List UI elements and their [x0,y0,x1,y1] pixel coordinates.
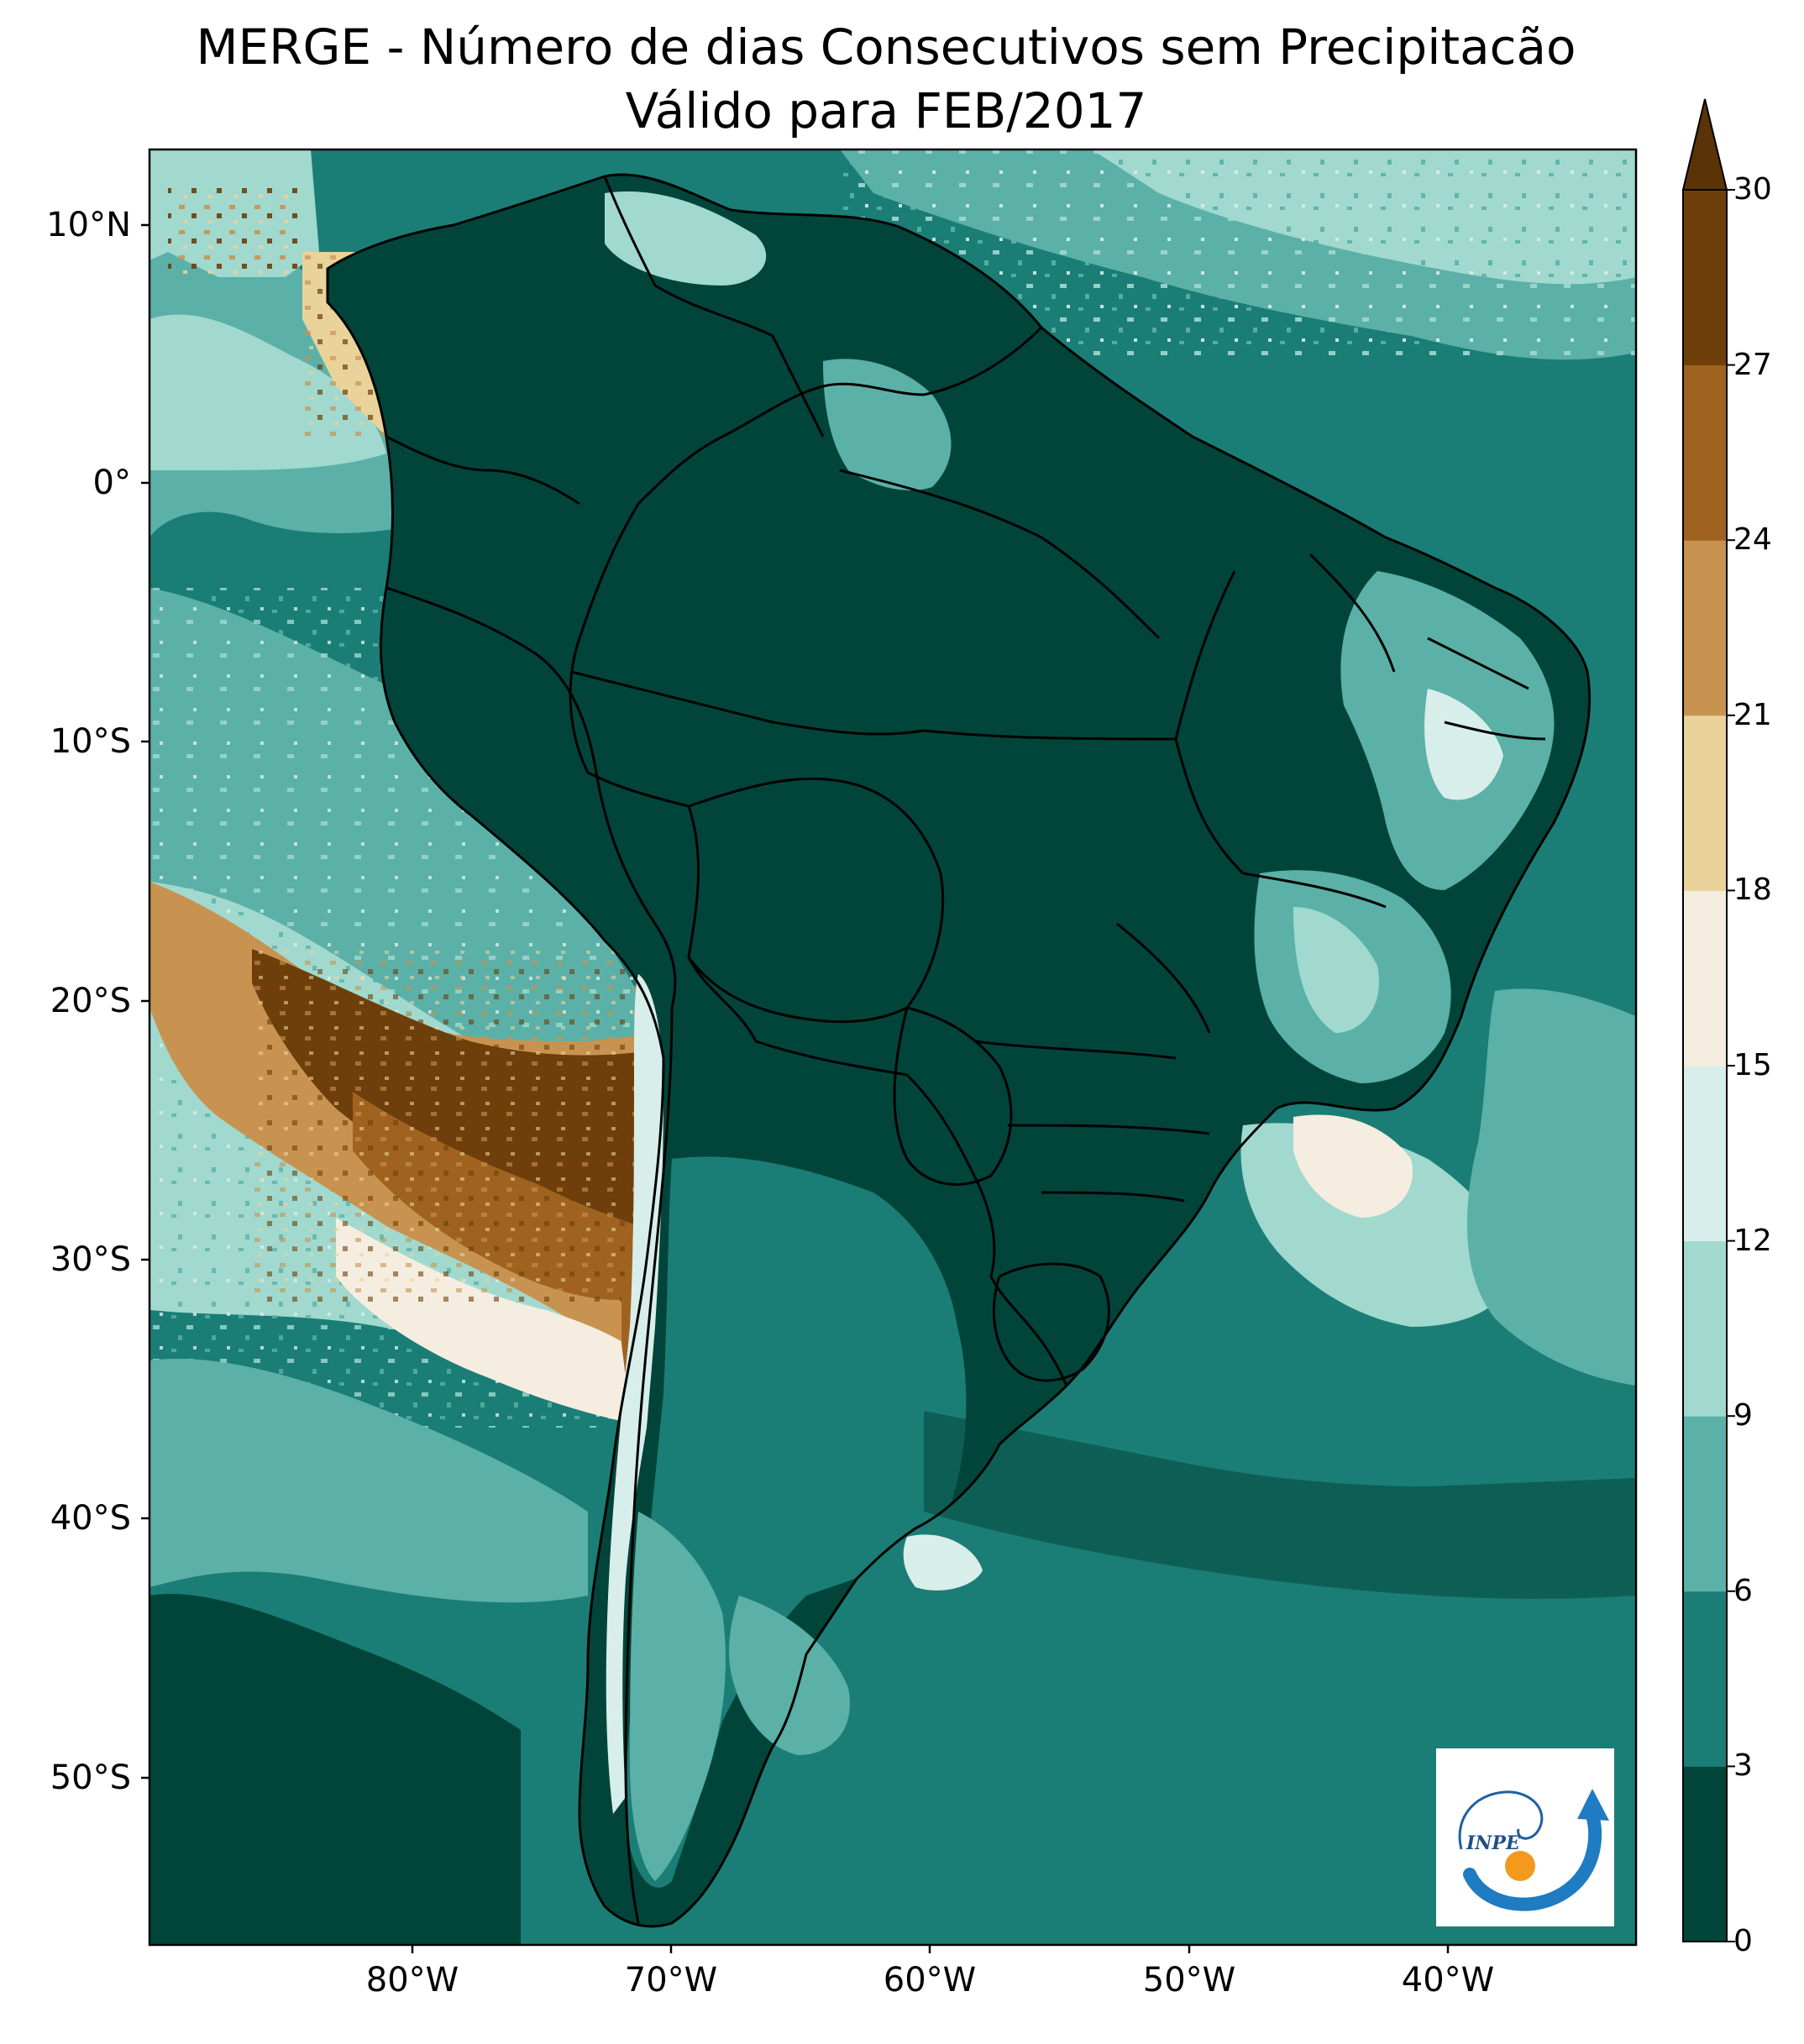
logo-sun-dot [1505,1851,1535,1881]
lat-label-30s: 30°S [50,1240,131,1279]
axis-ticks [141,223,1450,1953]
logo-orbit-line [1458,1790,1544,1850]
logo-text: INPE [1466,1832,1520,1854]
south-america-land [328,175,1590,1926]
southeast-brazil-pale [1293,907,1379,1033]
colorbar-tick-label: 30 [1733,172,1772,207]
peru-border [385,586,677,1009]
lon-label-40w: 40°W [1401,1961,1495,1999]
colorbar-segment [1683,1240,1727,1417]
colorbar-tick-label: 9 [1733,1398,1753,1433]
lat-label-50s: 50°S [50,1758,131,1797]
colorbar-segment [1683,890,1727,1067]
continent-outline [326,173,1592,1928]
lon-label-60w: 60°W [883,1961,977,1999]
map-subtitle: Válido para FEB/2017 [625,82,1147,139]
colorbar-tick-label: 24 [1733,522,1772,558]
lat-label-20s: 20°S [50,982,131,1020]
plot-frame [148,148,1638,1947]
colorbar [1681,98,1735,1942]
inpe-logo: INPE [1436,1748,1614,1926]
patagonia-light-region [630,1512,726,1881]
colorbar-tick-label: 15 [1733,1048,1772,1082]
colorbar-segment [1683,190,1727,366]
atlantic-east-light [1466,988,1636,1386]
map-title: MERGE - Número de dias Consecutivos sem … [196,18,1576,76]
lat-label-0: 0° [92,464,131,502]
pacific-dry-texture [252,949,672,1302]
colorbar-segment [1683,540,1727,716]
lon-label-80w: 80°W [365,1961,459,1999]
guiana-light-patch [823,359,952,490]
logo-arrow-head [1577,1789,1609,1821]
caribbean-dry-texture [168,185,302,277]
lat-label-40s: 40°S [50,1499,131,1538]
lat-label-10s: 10°S [50,722,131,761]
colorbar-tick-label: 0 [1733,1924,1753,1958]
brazil-state-lines [570,469,1546,1203]
colorbar-tick-label: 6 [1733,1573,1753,1608]
ecuador-colombia-border [385,435,580,506]
falklands-light-patch [903,1534,983,1591]
northeast-brazil-pale [1424,689,1503,800]
map-field [149,149,1636,1945]
colorbar-extend-arrow [1681,98,1728,191]
country-borders [326,173,1592,1928]
lat-label-10n: 10°N [46,206,131,244]
paraguay-border [893,1006,1013,1186]
colorbar-segment [1683,364,1727,541]
lon-label-50w: 50°W [1142,1961,1236,1999]
south-atlantic-band [924,1411,1636,1599]
logo-swoosh-arc [1463,1809,1602,1911]
brazil-border [569,326,1068,1386]
colorbar-tick-label: 27 [1733,347,1772,382]
colorbar-tick-label: 12 [1733,1223,1772,1258]
andes-pale-strip [606,974,663,1814]
south-pacific-light [149,1359,588,1603]
bolivia-border [687,777,945,1024]
colorbar-tick-label: 18 [1733,873,1772,908]
colorbar-segment [1683,715,1727,891]
uruguay-border [993,1262,1110,1382]
colorbar-segment [1683,1591,1727,1767]
colorbar-segment [1683,1766,1727,1942]
colorbar-segment [1683,1066,1727,1242]
argentina-chile-border [624,1007,674,1924]
colorbar-tick-label: 21 [1733,697,1772,732]
patagonia-coast-light [729,1596,850,1755]
colombia-venezuela-border [603,176,825,438]
south-atlantic-dry-patch [1293,1114,1413,1218]
inpe-logo-graphic [1458,1789,1609,1911]
colorbar-tick-label: 3 [1733,1748,1753,1784]
south-pacific-dark [149,1594,521,1945]
lon-label-70w: 70°W [624,1961,718,1999]
venezuela-light-patch [605,191,767,286]
colorbar-segment [1683,1416,1727,1592]
